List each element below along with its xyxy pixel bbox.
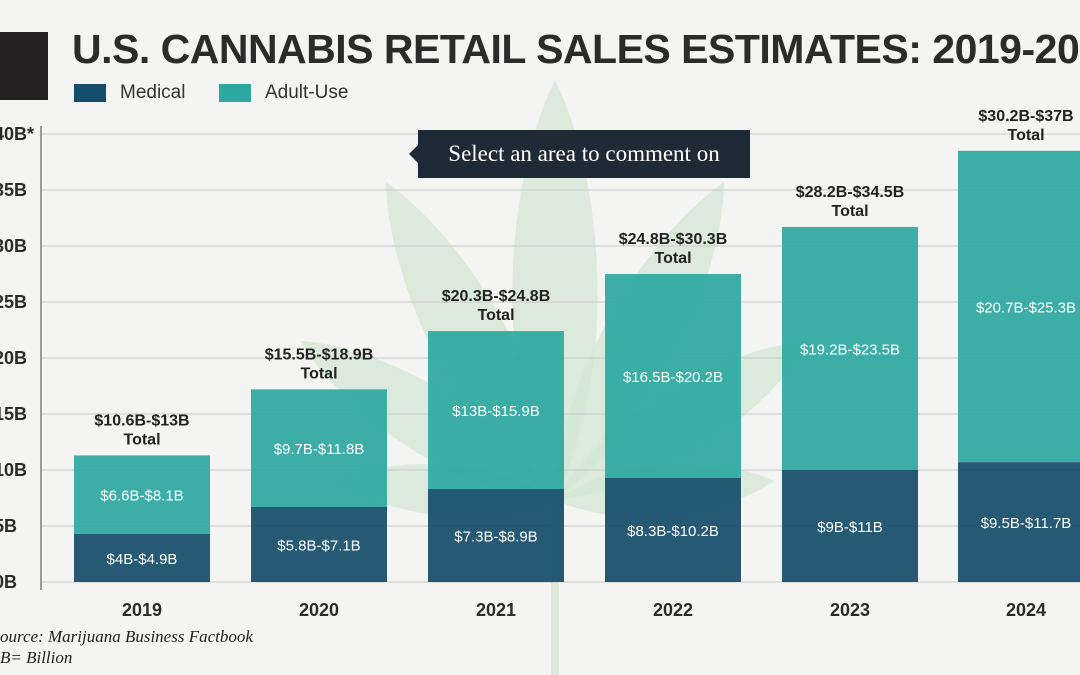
y-tick-label: 30B xyxy=(0,236,27,256)
data-label-adult-use: $16.5B-$20.2B xyxy=(623,369,723,386)
bar-medical[interactable] xyxy=(428,489,564,582)
data-label-medical: $8.3B-$10.2B xyxy=(627,523,719,540)
data-label-medical: $4B-$4.9B xyxy=(107,551,178,568)
data-label-adult-use: $13B-$15.9B xyxy=(452,403,540,420)
data-label-total-suffix: Total xyxy=(654,250,691,267)
logo-block xyxy=(0,32,48,100)
bar-adult-use[interactable] xyxy=(958,150,1080,463)
y-tick-label: 10B xyxy=(0,460,27,480)
legend-swatch-adult-use xyxy=(219,84,251,102)
leaf-stem xyxy=(551,500,559,675)
legend-item-medical[interactable]: Medical xyxy=(74,82,185,104)
data-label-adult-use: $20.7B-$25.3B xyxy=(976,299,1076,316)
y-tick-label: 20B xyxy=(0,348,27,368)
legend-label-medical: Medical xyxy=(120,82,186,103)
billion-note: B= Billion xyxy=(0,648,73,667)
chart-title: U.S. CANNABIS RETAIL SALES ESTIMATES: 20… xyxy=(72,26,1080,72)
bar-medical[interactable] xyxy=(958,462,1080,582)
tooltip-text: Select an area to comment on xyxy=(448,141,720,166)
data-label-total: $20.3B-$24.8B xyxy=(442,288,551,305)
data-label-adult-use: $6.6B-$8.1B xyxy=(100,488,183,505)
data-label-adult-use: $19.2B-$23.5B xyxy=(800,341,900,358)
tooltip-arrow-icon xyxy=(409,145,418,163)
axes: 0B 5B 10B 15B 20B 25B 30B 35B 40B* 2019 2020 2021 20… xyxy=(0,124,1046,620)
data-label-medical: $9B-$11B xyxy=(817,519,883,536)
bar-medical[interactable] xyxy=(605,477,741,582)
y-tick-label: 40B* xyxy=(0,124,34,144)
y-tick-label: 25B xyxy=(0,292,27,312)
x-tick-label: 2019 xyxy=(122,600,162,620)
bars[interactable] xyxy=(74,150,1080,582)
data-label-total-suffix: Total xyxy=(1007,127,1044,144)
legend-label-adult-use: Adult-Use xyxy=(265,82,349,103)
legend-swatch-medical xyxy=(74,84,106,102)
source-note: ource: Marijuana Business Factbook B= Bi… xyxy=(0,626,253,668)
data-label-adult-use: $9.7B-$11.8B xyxy=(274,441,365,458)
data-label-total-suffix: Total xyxy=(300,365,337,382)
y-tick-label: 5B xyxy=(0,516,17,536)
bar-medical[interactable] xyxy=(251,506,387,582)
x-tick-label: 2024 xyxy=(1006,600,1046,620)
data-labels: $4B-$4.9B $6.6B-$8.1B $10.6B-$13B Total $5.8… xyxy=(94,108,1076,568)
source-line: ource: Marijuana Business Factbook xyxy=(0,627,253,646)
data-label-total-suffix: Total xyxy=(831,203,868,220)
data-label-total: $10.6B-$13B xyxy=(94,412,189,429)
bar-adult-use[interactable] xyxy=(782,226,918,470)
bar-adult-use[interactable] xyxy=(74,455,210,534)
data-label-medical: $7.3B-$8.9B xyxy=(454,529,537,546)
data-label-total: $28.2B-$34.5B xyxy=(796,184,905,201)
y-tick-label: 0B xyxy=(0,572,17,592)
bar-adult-use[interactable] xyxy=(605,274,741,478)
x-tick-label: 2020 xyxy=(299,600,339,620)
bar-medical[interactable] xyxy=(782,470,918,582)
bar-adult-use[interactable] xyxy=(251,389,387,507)
y-tick-label: 35B xyxy=(0,180,27,200)
data-label-medical: $9.5B-$11.7B xyxy=(981,515,1072,532)
bar-adult-use[interactable] xyxy=(428,331,564,490)
x-tick-label: 2023 xyxy=(830,600,870,620)
data-label-total-suffix: Total xyxy=(123,431,160,448)
data-label-total-suffix: Total xyxy=(477,307,514,324)
x-tick-label: 2022 xyxy=(653,600,693,620)
y-tick-label: 15B xyxy=(0,404,27,424)
data-label-total: $24.8B-$30.3B xyxy=(619,231,728,248)
comment-tooltip[interactable]: Select an area to comment on xyxy=(409,130,750,178)
data-label-medical: $5.8B-$7.1B xyxy=(277,537,360,554)
data-label-total: $30.2B-$37B xyxy=(978,108,1073,125)
bar-medical[interactable] xyxy=(74,533,210,582)
legend-item-adult-use[interactable]: Adult-Use xyxy=(219,82,348,104)
x-tick-label: 2021 xyxy=(476,600,516,620)
data-label-total: $15.5B-$18.9B xyxy=(265,346,374,363)
